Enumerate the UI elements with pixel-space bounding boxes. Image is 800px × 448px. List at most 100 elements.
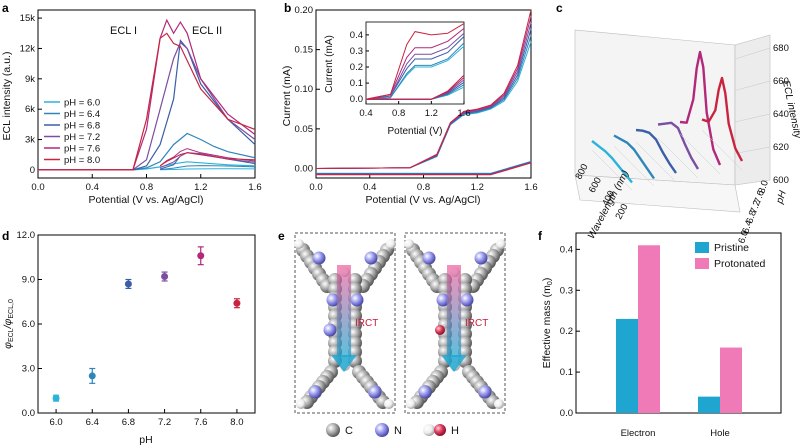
panel-f-ylabel: Effective mass (m0)	[541, 278, 554, 369]
grid-line	[734, 113, 771, 123]
spectrum-5	[701, 76, 744, 162]
xtick-label: 0.0	[309, 182, 322, 193]
panel-d-frame	[37, 234, 256, 414]
panel-f: f 0.0 0.1 0.2 0.3 0.4 Electron Hole Pristine …	[538, 229, 782, 439]
data-point	[124, 280, 132, 288]
panel-f-legend: Pristine Protonated	[695, 242, 766, 270]
ytick-label: 6.0	[22, 319, 35, 330]
panel-a-letter: a	[2, 1, 9, 15]
atom-H	[406, 399, 416, 409]
grid-line	[734, 80, 771, 91]
panel-b-ylabel: Current (mA)	[281, 66, 293, 127]
ph-tick: 6.4	[740, 219, 755, 235]
legend-label: pH = 7.6	[64, 144, 100, 155]
xtick-label: 0.4	[86, 182, 99, 193]
spectrum-baseline-3	[657, 137, 699, 179]
data-point	[88, 372, 96, 380]
series-line-3	[38, 41, 256, 171]
panel-f-bars	[616, 245, 742, 413]
ztick-label: 620	[773, 142, 789, 153]
ylabel-sub: 0	[547, 281, 554, 285]
atom-H	[294, 239, 304, 249]
atom-N	[474, 251, 488, 265]
ph-tick: 7.2	[748, 199, 763, 215]
inset-xtick-label: 0.8	[392, 108, 405, 119]
atom-N	[422, 251, 436, 265]
inset-ylabel: Current (mA)	[324, 35, 335, 93]
atom-N	[460, 293, 474, 307]
nitrogen-atom-icon	[375, 423, 389, 437]
atom-N	[323, 323, 337, 337]
xtick-label: 7.2	[158, 417, 171, 428]
panel-d-letter: d	[2, 229, 9, 243]
ytick-label: 3.0	[22, 364, 35, 375]
inset-ytick-label: 0.1	[350, 78, 363, 89]
panel-a: a 0 3k 6k 9k 12k 15k 0.0 0.4 0.8 1.2 1.6 ECL I EC…	[1, 1, 262, 206]
spectrum-4	[679, 50, 722, 166]
molecule-pristine	[294, 239, 396, 409]
panel-b: b 0.00 0.05 0.10 0.15 0.20 0.0 0.4 0.8 1.2 1.6 P…	[281, 1, 538, 206]
ytick-label: 0	[30, 165, 35, 176]
inset-forward-5	[365, 23, 465, 100]
panel-d: d 0.0 3.0 6.0 9.0 12.0 6.0 6.4 6.8 7.2 7.6 8.0 pH…	[2, 229, 256, 446]
spectrum-baseline-2	[635, 141, 677, 183]
panel-a-legend: pH = 6.0pH = 6.4pH = 6.8pH = 7.2pH = 7.6…	[44, 98, 100, 166]
atom-N	[436, 293, 450, 307]
ytick-label: 0.20	[295, 5, 314, 16]
legend-label: pH = 6.0	[64, 98, 100, 109]
inset-ytick-label: 0.3	[350, 46, 363, 57]
legend-label: pH = 8.0	[64, 155, 100, 166]
spectrum-3	[657, 121, 700, 170]
xtick-label: 6.0	[49, 417, 62, 428]
atom-H	[386, 239, 396, 249]
spectrum-1	[613, 134, 655, 180]
molecule-pristine-frame	[294, 232, 396, 414]
xtick-label: 0.8	[417, 182, 430, 193]
panel-d-yticks: 0.0 3.0 6.0 9.0 12.0	[17, 230, 42, 419]
spectrum-baseline-1	[613, 145, 655, 187]
data-point	[197, 252, 205, 260]
atom-N	[308, 385, 322, 399]
panel-a-yticks: 0 3k 6k 9k 12k 15k	[20, 13, 42, 176]
spectrum-baseline-4	[679, 133, 721, 175]
bar-Electron-Protonated	[638, 245, 660, 413]
inset-xticks: 0.4 0.8 1.2 1.6	[359, 101, 471, 119]
series-line-2	[38, 38, 256, 171]
category-label: Hole	[710, 428, 730, 439]
data-point	[233, 299, 241, 307]
grid-line	[734, 146, 771, 154]
spectrum-2	[635, 128, 677, 174]
xtick-label: 1.6	[524, 182, 537, 193]
panel-d-ylabel: φECL/φECL,0	[2, 299, 15, 349]
series-return-0	[160, 168, 256, 171]
panel-e: e IRCT IRCT C N H	[278, 229, 506, 437]
protonated-hydrogen-atom-icon	[434, 424, 446, 436]
irct-arrowhead-protonated	[441, 355, 467, 372]
inset-xtick-label: 0.4	[359, 108, 372, 119]
ylabel-phi-1: φ	[2, 342, 14, 349]
panel-c-grid	[734, 47, 771, 186]
ylabel-phi-2: /φ	[2, 318, 14, 329]
inset-forward-3	[365, 32, 465, 100]
legend-carbon: C	[345, 425, 353, 437]
hydrogen-atom-icon	[423, 424, 435, 436]
ytick-label: 0.2	[560, 326, 573, 337]
cv-reverse-5	[316, 162, 532, 176]
ylabel-sub-1: ECL	[8, 328, 15, 342]
ylabel-end: )	[541, 278, 553, 282]
ytick-label: 12.0	[17, 230, 36, 241]
inset-forward-1	[365, 42, 465, 100]
ytick-label: 15k	[20, 13, 36, 24]
panel-b-xticks: 0.0 0.4 0.8 1.2 1.6	[309, 174, 538, 193]
series-line-1	[38, 132, 256, 171]
atom-N	[478, 385, 492, 399]
legend-label: pH = 7.2	[64, 132, 100, 143]
panel-e-letter: e	[278, 229, 285, 243]
ytick-label: 0.4	[560, 244, 573, 255]
grid-line	[734, 47, 771, 60]
cv-forward-5	[315, 9, 532, 169]
ph-tick: 6.8	[744, 209, 759, 225]
inset-ytick-label: 0.2	[350, 62, 363, 73]
annotation-ecl-2: ECL II	[192, 25, 222, 37]
ph-tick: 7.6	[752, 189, 767, 205]
